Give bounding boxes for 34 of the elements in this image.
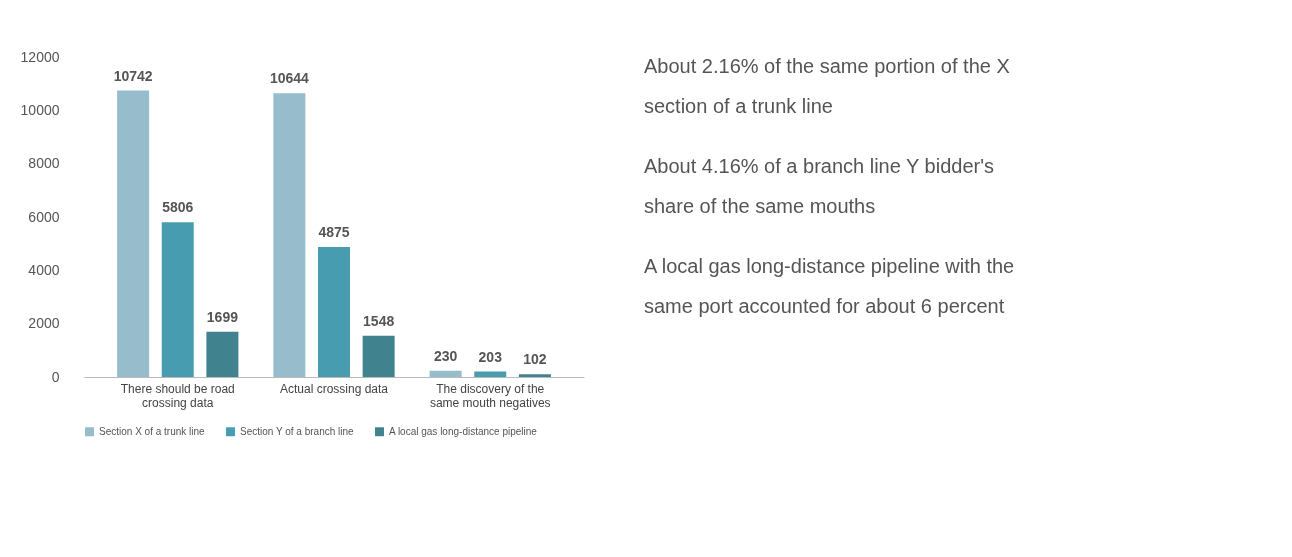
data-label: 10644 — [269, 70, 310, 87]
bar — [161, 222, 194, 377]
legend-label: A local gas long-distance pipeline — [389, 425, 538, 437]
x-tick-label: Actual crossing data — [279, 381, 389, 396]
legend-label: Section X of a trunk line — [99, 425, 206, 437]
data-label: 1699 — [206, 308, 239, 325]
y-tick-label: 12000 — [20, 48, 60, 65]
y-tick-label: 6000 — [28, 208, 60, 225]
data-label: 230 — [433, 347, 458, 364]
y-tick-label: 2000 — [28, 315, 60, 332]
text: A local gas long-distance pipeline with the same port accounted for about 6 percent — [644, 255, 1015, 317]
data-label: 1548 — [363, 312, 395, 329]
x-tick-label: The discovery of the same mouth negatives — [429, 381, 551, 410]
y-tick-label: 0 — [51, 368, 60, 385]
bar — [273, 93, 306, 377]
text: About 2.16% of the same portion of the X section of a trunk line — [644, 55, 1010, 117]
bar — [429, 370, 462, 377]
bar — [362, 335, 395, 377]
y-tick-label: 10000 — [20, 101, 60, 118]
text: About 4.16% of a branch line Y bidder's share of the same mouths — [644, 155, 994, 217]
x-tick-label: There should be road crossing data — [120, 381, 235, 410]
bar — [206, 331, 239, 377]
data-label: 4875 — [318, 224, 350, 240]
data-label: 203 — [478, 348, 503, 365]
y-tick-label: 8000 — [28, 155, 60, 172]
bar — [518, 374, 551, 377]
y-tick-label: 4000 — [28, 261, 60, 278]
data-label: 102 — [523, 351, 547, 368]
bar — [117, 90, 150, 377]
bar — [474, 371, 507, 377]
data-label: 5806 — [162, 199, 194, 216]
bar — [318, 247, 350, 377]
data-label: 10742 — [113, 67, 153, 84]
legend-label: Section Y of a branch line — [240, 425, 355, 437]
